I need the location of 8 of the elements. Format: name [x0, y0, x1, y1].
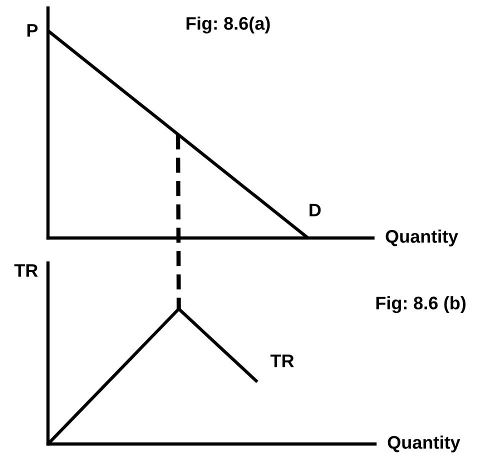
y-axis-title: TR: [14, 264, 38, 277]
text: Fig: 8.6 (b): [376, 296, 466, 314]
y-axis-title: P: [27, 24, 38, 37]
x-axis-title: Quantity: [388, 436, 460, 452]
series-label: TR: [270, 354, 294, 368]
x-axis-title: Quantity: [386, 230, 458, 246]
chart-title: Fig: 8.6(a): [186, 16, 270, 34]
series-label: D: [310, 204, 321, 216]
